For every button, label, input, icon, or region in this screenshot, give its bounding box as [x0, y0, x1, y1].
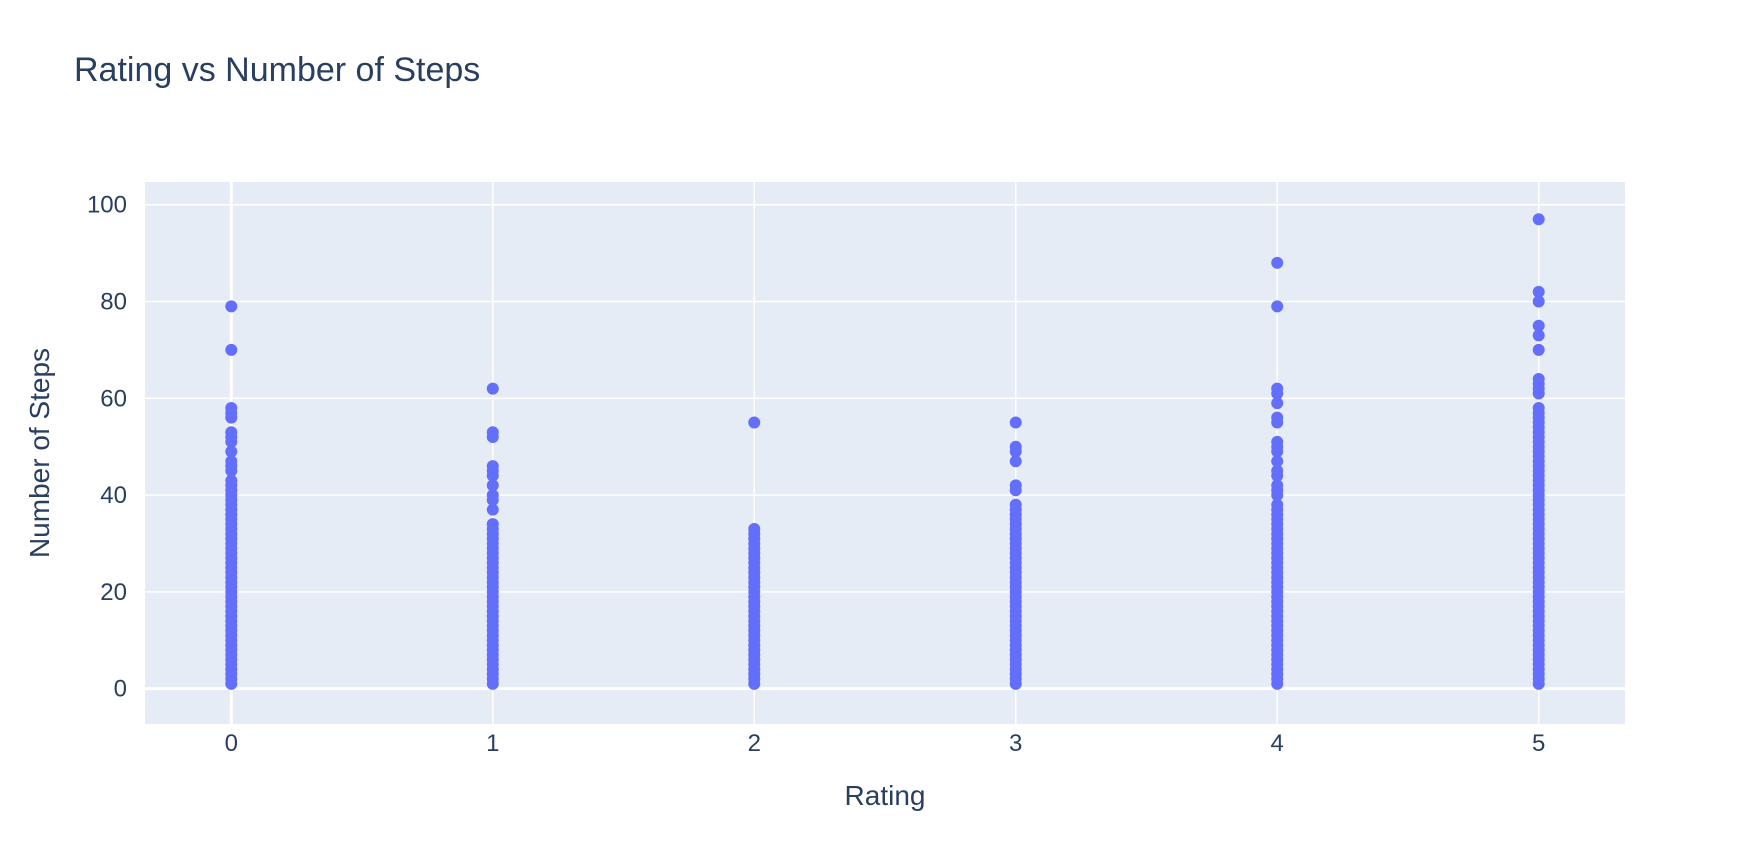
data-point [748, 416, 761, 429]
data-point [1271, 464, 1284, 477]
data-point [486, 426, 499, 439]
data-point [225, 401, 238, 414]
data-point [225, 474, 238, 487]
data-point [1271, 382, 1284, 395]
data-point [1009, 440, 1022, 453]
x-tick-label: 4 [1271, 730, 1284, 757]
y-tick-label: 0 [114, 676, 127, 703]
data-point [1271, 397, 1284, 410]
data-point [1271, 300, 1284, 313]
data-point [486, 503, 499, 516]
x-tick-label: 1 [486, 730, 499, 757]
data-point [486, 382, 499, 395]
x-tick-label: 0 [225, 730, 238, 757]
data-point [486, 479, 499, 492]
data-point [1271, 498, 1284, 511]
data-point [1009, 416, 1022, 429]
plot-area [145, 182, 1625, 724]
chart-title: Rating vs Number of Steps [74, 51, 480, 89]
y-tick-label: 20 [100, 579, 127, 606]
data-point [1271, 256, 1284, 269]
data-point [486, 518, 499, 531]
x-axis-title: Rating [845, 780, 926, 811]
x-tick-label: 5 [1532, 730, 1545, 757]
data-point [225, 300, 238, 313]
data-point [225, 445, 238, 458]
y-tick-label: 40 [100, 482, 127, 509]
data-point [1009, 455, 1022, 468]
data-point [1532, 295, 1545, 308]
x-tick-label: 3 [1009, 730, 1022, 757]
data-point [1532, 213, 1545, 226]
data-point [225, 455, 238, 468]
data-point [1009, 479, 1022, 492]
data-point [1532, 285, 1545, 298]
data-point [1532, 401, 1545, 414]
data-point [1271, 479, 1284, 492]
x-axis-ticks: 0 1 2 3 4 5 [225, 730, 1546, 757]
data-point [1532, 329, 1545, 342]
data-point [486, 489, 499, 502]
data-point [1009, 498, 1022, 511]
data-points [225, 213, 1545, 690]
data-point [486, 460, 499, 473]
data-point [1271, 411, 1284, 424]
data-point [1532, 319, 1545, 332]
y-tick-label: 80 [100, 289, 127, 316]
data-point [1271, 435, 1284, 448]
x-tick-label: 2 [748, 730, 761, 757]
data-point [1271, 455, 1284, 468]
y-tick-label: 60 [100, 385, 127, 412]
data-point [1532, 343, 1545, 356]
data-point [225, 426, 238, 439]
data-point [748, 522, 761, 535]
data-point [1532, 372, 1545, 385]
data-point [225, 343, 238, 356]
y-axis-ticks: 0 20 40 60 80 100 [87, 192, 127, 703]
y-tick-label: 100 [87, 192, 127, 219]
y-axis-title: Number of Steps [24, 348, 55, 558]
